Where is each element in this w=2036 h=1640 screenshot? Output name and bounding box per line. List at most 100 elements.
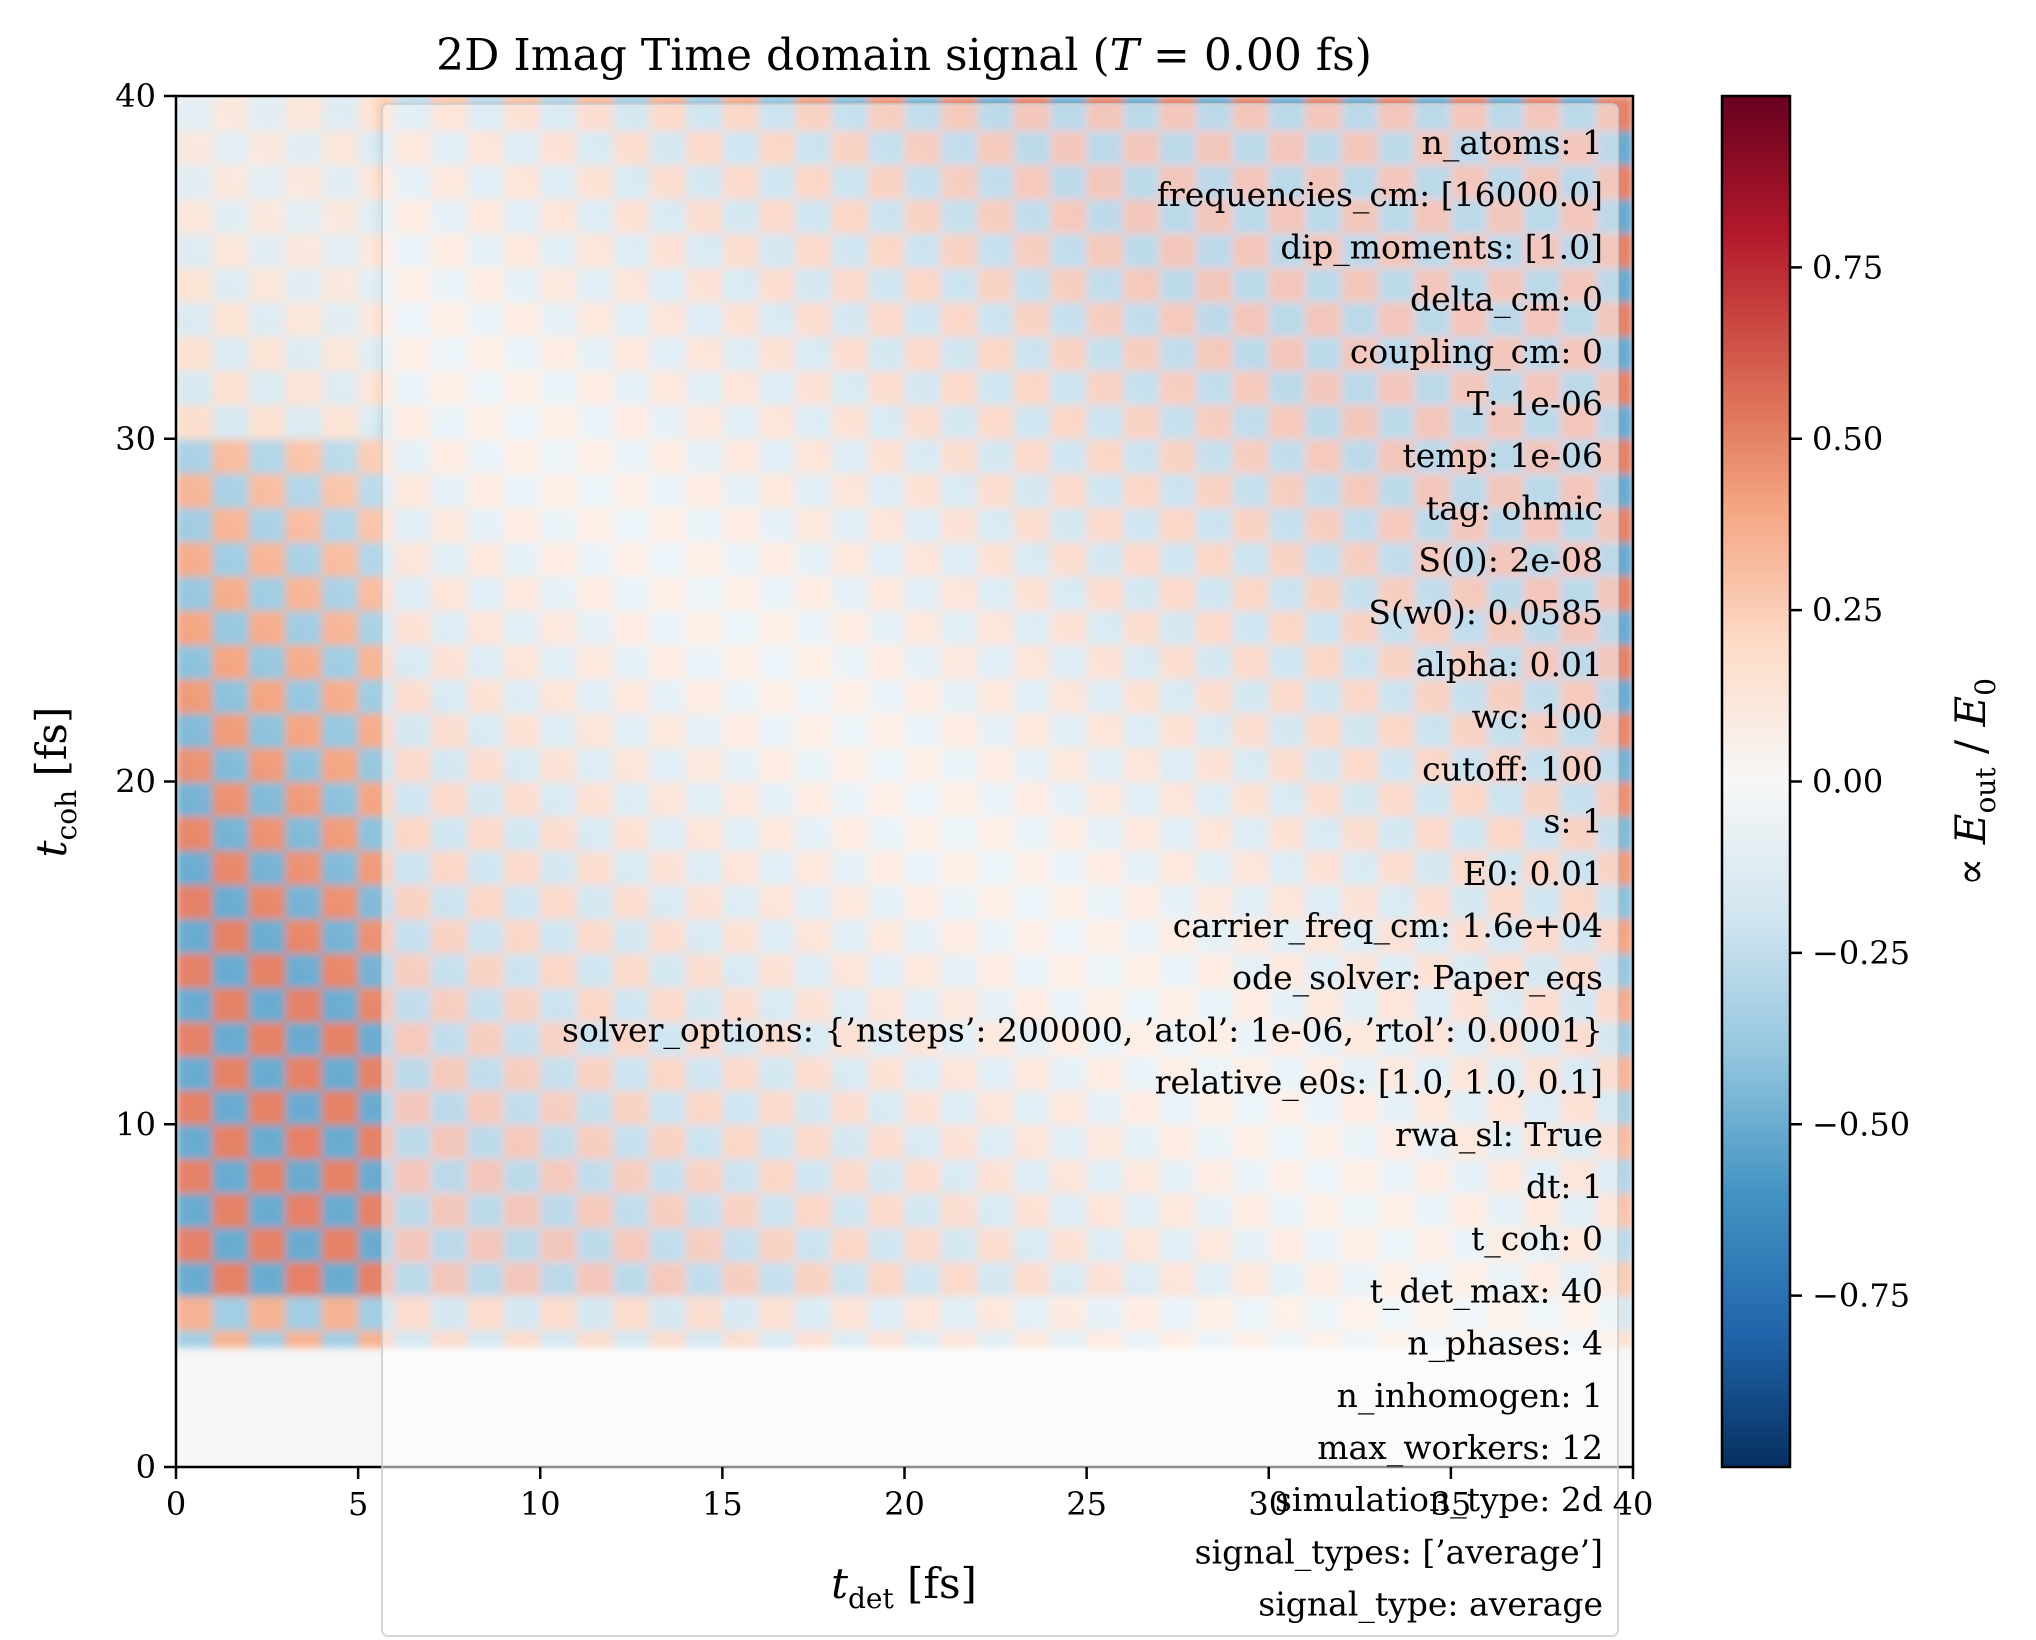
- heatmap-cell: [285, 1244, 305, 1263]
- heatmap-cell: [194, 284, 214, 303]
- heatmap-cell: [285, 781, 305, 800]
- heatmap-cell: [230, 490, 250, 509]
- heatmap-cell: [176, 1329, 196, 1348]
- heatmap-cell: [321, 644, 341, 663]
- heatmap-cell: [339, 661, 359, 680]
- heatmap-cell: [194, 1107, 214, 1126]
- heatmap-cell: [212, 1261, 232, 1280]
- heatmap-cell: [267, 730, 287, 749]
- heatmap-cell: [358, 730, 378, 749]
- heatmap-cell: [321, 764, 341, 783]
- heatmap-cell: [321, 1055, 341, 1074]
- heatmap-cell: [194, 421, 214, 440]
- heatmap-cell: [194, 301, 214, 320]
- heatmap-cell: [176, 1089, 196, 1108]
- heatmap-cell: [194, 335, 214, 354]
- heatmap-cell: [303, 1175, 323, 1194]
- heatmap-cell: [1614, 335, 1633, 354]
- heatmap-cell: [1614, 678, 1633, 697]
- heatmap-cell: [321, 1124, 341, 1143]
- heatmap-cell: [248, 1124, 268, 1143]
- heatmap-cell: [194, 1329, 214, 1348]
- heatmap-cell: [1614, 1141, 1633, 1160]
- heatmap-cell: [285, 455, 305, 474]
- heatmap-cell: [212, 764, 232, 783]
- heatmap-cell: [321, 1312, 341, 1331]
- heatmap-cell: [230, 884, 250, 903]
- heatmap-cell: [358, 1089, 378, 1108]
- heatmap-cell: [1614, 867, 1633, 886]
- heatmap-cell: [339, 764, 359, 783]
- heatmap-cell: [358, 473, 378, 491]
- heatmap-cell: [321, 781, 341, 800]
- heatmap-cell: [248, 421, 268, 440]
- heatmap-cell: [303, 1055, 323, 1074]
- heatmap-cell: [303, 798, 323, 817]
- heatmap-cell: [321, 1004, 341, 1023]
- heatmap-cell: [285, 627, 305, 646]
- heatmap-cell: [230, 1004, 250, 1023]
- heatmap-cell: [303, 952, 323, 971]
- heatmap-cell: [248, 1141, 268, 1160]
- heatmap-cell: [194, 404, 214, 423]
- heatmap-cell: [339, 455, 359, 474]
- heatmap-cell: [339, 1192, 359, 1211]
- heatmap-cell: [212, 850, 232, 868]
- heatmap-cell: [1614, 970, 1633, 988]
- heatmap-cell: [303, 438, 323, 457]
- heatmap-cell: [339, 627, 359, 646]
- heatmap-cell: [248, 867, 268, 886]
- heatmap-cell: [321, 438, 341, 457]
- heatmap-cell: [358, 627, 378, 646]
- heatmap-cell: [267, 1055, 287, 1074]
- heatmap-cell: [1614, 1209, 1633, 1228]
- heatmap-cell: [194, 850, 214, 868]
- heatmap-cell: [339, 1072, 359, 1091]
- heatmap-cell: [212, 507, 232, 526]
- heatmap-cell: [321, 1244, 341, 1263]
- heatmap-cell: [1614, 1124, 1633, 1143]
- heatmap-cell: [267, 1295, 287, 1314]
- heatmap-cell: [303, 1021, 323, 1040]
- heatmap-cell: [212, 353, 232, 371]
- heatmap-cell: [194, 815, 214, 834]
- heatmap-cell: [267, 901, 287, 920]
- heatmap-cell: [230, 678, 250, 697]
- heatmap-cell: [176, 490, 196, 509]
- heatmap-cell: [267, 438, 287, 457]
- heatmap-cell: [230, 970, 250, 988]
- heatmap-cell: [194, 884, 214, 903]
- heatmap-cell: [303, 1038, 323, 1057]
- heatmap-cell: [248, 661, 268, 680]
- heatmap-cell: [248, 764, 268, 783]
- heatmap-cell: [339, 952, 359, 971]
- heatmap-cell: [339, 747, 359, 766]
- heatmap-cell: [230, 952, 250, 971]
- heatmap-cell: [339, 901, 359, 920]
- heatmap-cell: [303, 421, 323, 440]
- heatmap-cell: [176, 1175, 196, 1194]
- heatmap-cell: [176, 1227, 196, 1246]
- heatmap-cell: [285, 747, 305, 766]
- heatmap-cell: [267, 935, 287, 954]
- heatmap-cell: [339, 541, 359, 560]
- heatmap-cell: [267, 712, 287, 731]
- heatmap-cell: [1614, 575, 1633, 594]
- heatmap-cell: [248, 1312, 268, 1331]
- heatmap-cell: [321, 541, 341, 560]
- heatmap-cell: [176, 353, 196, 371]
- heatmap-cell: [339, 353, 359, 371]
- heatmap-cell: [230, 370, 250, 389]
- heatmap-cell: [358, 815, 378, 834]
- heatmap-cell: [1614, 661, 1633, 680]
- heatmap-cell: [339, 524, 359, 543]
- heatmap-cell: [212, 661, 232, 680]
- heatmap-cell: [267, 884, 287, 903]
- heatmap-cell: [321, 455, 341, 474]
- heatmap-cell: [194, 1278, 214, 1297]
- heatmap-cell: [1614, 610, 1633, 629]
- heatmap-cell: [358, 1175, 378, 1194]
- heatmap-cell: [303, 644, 323, 663]
- heatmap-cell: [285, 1329, 305, 1348]
